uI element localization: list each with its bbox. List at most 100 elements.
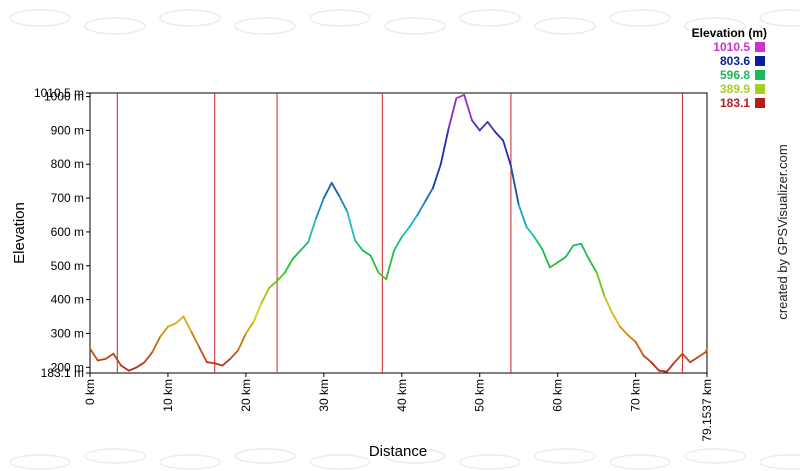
elevation-profile-segment	[424, 187, 434, 203]
elevation-profile-segment	[369, 254, 380, 274]
watermark-swirl-bottom	[384, 448, 446, 464]
elevation-profile-segment	[135, 361, 146, 369]
elevation-profile-segment	[143, 351, 154, 364]
elevation-profile-segment	[447, 97, 458, 130]
watermark-swirl-bottom	[159, 454, 221, 470]
elevation-profile-segment	[393, 236, 403, 252]
elevation-profile-segment	[354, 239, 364, 252]
elevation-profile-segment	[611, 312, 621, 328]
elevation-profile-segment	[673, 352, 684, 364]
watermark-swirl-top	[609, 9, 671, 27]
elevation-profile-segment	[315, 197, 325, 220]
y-tick-label: 900 m	[51, 123, 84, 137]
elevation-profile-segment	[681, 352, 692, 364]
elevation-profile-segment	[471, 119, 481, 132]
watermark-swirl-top	[84, 17, 146, 35]
elevation-profile-segment	[704, 347, 708, 353]
watermark-swirl-bottom	[759, 454, 800, 470]
elevation-profile-segment	[658, 369, 668, 373]
legend-entry-label: 389.9	[720, 82, 750, 96]
plot-area	[89, 92, 708, 374]
elevation-profile-segment	[572, 242, 582, 247]
watermark-swirl-top	[534, 17, 596, 35]
elevation-profile-segment	[587, 258, 598, 274]
elevation-profile-segment	[541, 247, 551, 269]
elevation-profile-segment	[229, 349, 240, 360]
elevation-profile-segment	[619, 325, 629, 337]
elevation-profile-segment	[268, 280, 278, 289]
elevation-profile-segment	[283, 258, 294, 274]
watermark-swirl-top	[384, 17, 446, 35]
elevation-profile-segment	[494, 131, 505, 142]
watermark-swirl-bottom	[309, 454, 371, 470]
elevation-profile-segment	[510, 165, 520, 206]
elevation-profile-segment	[307, 217, 317, 243]
watermark-swirl-bottom	[234, 448, 296, 464]
elevation-profile-segment	[400, 225, 411, 238]
watermark-swirl-top	[309, 9, 371, 27]
x-tick-label: 79.1537 km	[700, 379, 714, 442]
legend-swatch	[755, 98, 765, 108]
elevation-profile-segment	[463, 93, 473, 122]
elevation-profile-segment	[689, 356, 699, 364]
elevation-profile-segment	[665, 361, 676, 373]
legend-swatch	[755, 42, 765, 52]
elevation-profile-segment	[626, 334, 637, 343]
elevation-profile-segment	[120, 364, 130, 372]
elevation-profile-segment	[642, 354, 653, 364]
legend-entry-label: 183.1	[720, 96, 750, 110]
elevation-profile-segment	[151, 335, 162, 353]
elevation-profile-segment	[96, 357, 107, 362]
watermark-text: created by GPSVisualizer.com	[775, 144, 790, 319]
legend-entry-label: 1010.5	[713, 40, 750, 54]
elevation-profile-segment	[338, 195, 349, 213]
x-axis-title: Distance	[369, 443, 427, 460]
y-tick-label: 500 m	[51, 259, 84, 273]
elevation-profile-segment	[291, 249, 302, 260]
y-tick-label: 600 m	[51, 225, 84, 239]
elevation-profile-segment	[128, 366, 138, 372]
elevation-profile-segment	[198, 346, 208, 364]
elevation-profile-segment	[206, 361, 216, 365]
elevation-profile-segment	[299, 241, 310, 252]
elevation-profile-segment	[221, 357, 232, 367]
elevation-profile-segment	[260, 286, 271, 304]
legend-swatch	[755, 70, 765, 80]
y-tick-label: 1010.5 m	[34, 86, 84, 100]
elevation-profile-segment	[167, 322, 177, 328]
elevation-profile-segment	[595, 271, 606, 298]
x-tick-label: 0 km	[83, 379, 97, 405]
x-tick-label: 20 km	[239, 379, 253, 412]
elevation-profile-segment	[517, 203, 528, 228]
watermark-swirl-top	[684, 17, 746, 35]
y-tick-label: 300 m	[51, 326, 84, 340]
watermark-swirl-bottom	[609, 454, 671, 470]
x-tick-label: 10 km	[161, 379, 175, 412]
legend-swatch	[755, 56, 765, 66]
elevation-profile-segment	[455, 93, 466, 100]
x-tick-label: 70 km	[629, 379, 643, 412]
elevation-profile-segment	[377, 271, 388, 281]
elevation-profile-segment	[346, 210, 356, 242]
elevation-profile-segment	[439, 127, 450, 166]
y-tick-label: 400 m	[51, 293, 84, 307]
y-axis-title: Elevation	[11, 202, 28, 264]
watermark-swirl-top	[459, 9, 521, 27]
elevation-profile-segment	[408, 214, 419, 228]
elevation-profile-segment	[385, 249, 395, 281]
y-tick-label: 700 m	[51, 191, 84, 205]
elevation-profile-segment	[486, 121, 497, 133]
elevation-profile-segment	[432, 163, 442, 189]
elevation-profile-segment	[580, 242, 590, 260]
x-tick-label: 30 km	[317, 379, 331, 412]
y-tick-label: 1000 m	[44, 90, 84, 104]
legend-title: Elevation (m)	[692, 26, 767, 40]
elevation-profile-segment	[182, 315, 193, 333]
watermark-swirl-bottom	[9, 454, 71, 470]
elevation-profile-segment	[276, 271, 286, 282]
elevation-profile-segment	[89, 347, 99, 362]
elevation-profile-segment	[549, 261, 559, 269]
